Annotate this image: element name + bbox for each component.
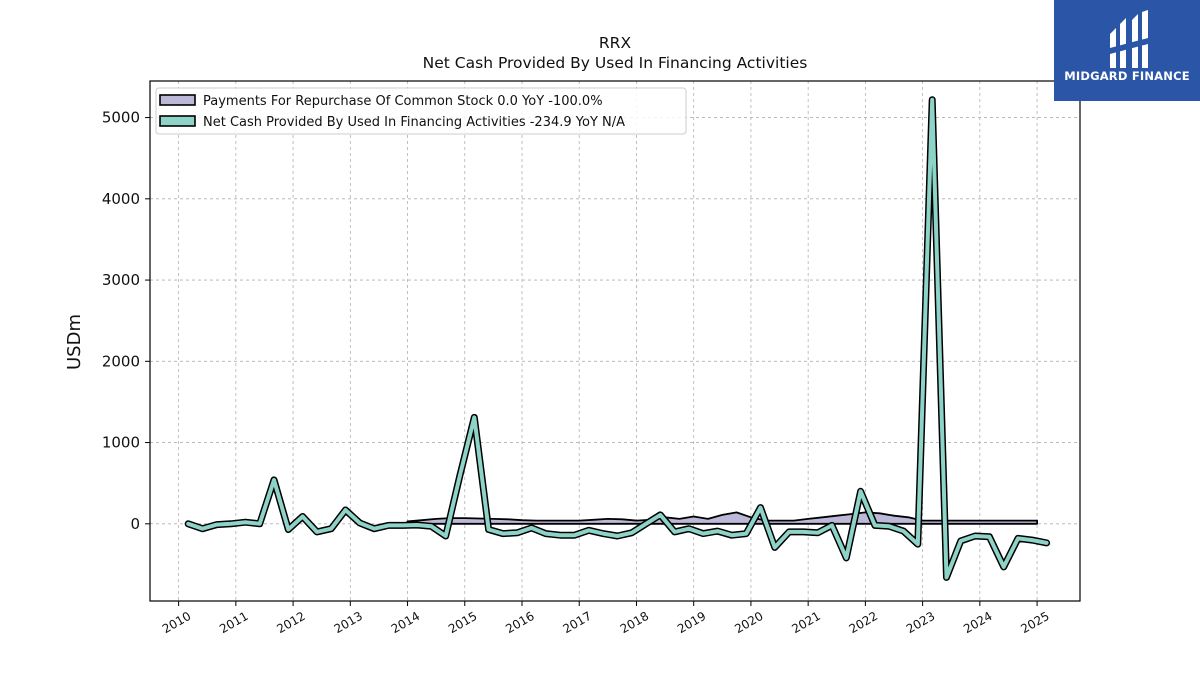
legend-swatch-financing [159, 115, 196, 127]
x-tick-label: 2011 [217, 609, 250, 636]
x-tick-label: 2015 [446, 609, 479, 636]
logo: MIDGARD FINANCE [1054, 0, 1200, 101]
x-tick-label: 2021 [789, 609, 822, 636]
legend-label-financing: Net Cash Provided By Used In Financing A… [203, 115, 625, 130]
x-tick-label: 2017 [561, 609, 594, 636]
x-tick-label: 2018 [618, 609, 651, 636]
chart-subtitle: Net Cash Provided By Used In Financing A… [423, 54, 808, 72]
x-tick-label: 2013 [332, 609, 365, 636]
y-tick-label: 5000 [102, 109, 140, 127]
plot-frame [149, 80, 1081, 602]
y-tick-label: 2000 [102, 352, 140, 370]
y-tick-label: 1000 [102, 434, 140, 452]
series-line-financing [186, 97, 1049, 580]
y-tick-label: 4000 [102, 190, 140, 208]
series-area-repurchase [406, 511, 1038, 525]
x-tick-label: 2023 [904, 609, 937, 636]
legend: Payments For Repurchase Of Common Stock … [155, 87, 687, 135]
y-tick-label: 0 [130, 515, 140, 533]
chart-title: RRX [599, 34, 632, 52]
legend-label-repurchase: Payments For Repurchase Of Common Stock … [203, 94, 603, 109]
x-tick-label: 2025 [1018, 609, 1051, 636]
x-tick-label: 2020 [732, 609, 765, 636]
legend-box [155, 87, 687, 135]
x-tick-label: 2016 [503, 609, 536, 636]
x-tick-label: 2014 [389, 609, 422, 636]
x-tick-label: 2024 [961, 609, 994, 636]
plot-series [184, 96, 1051, 581]
x-tick-label: 2010 [160, 609, 193, 636]
x-tick-label: 2019 [675, 609, 708, 636]
logo-text: MIDGARD FINANCE [1064, 69, 1190, 83]
y-tick-label: 3000 [102, 271, 140, 289]
y-axis-label: USDm [64, 314, 85, 370]
x-tick-label: 2012 [274, 609, 307, 636]
midgard-finance-logo-icon [1110, 10, 1148, 68]
legend-swatch-repurchase [159, 94, 196, 106]
axis-ticks: 2010 2011 2012 2013 2014 2015 2016 2017 2018 2019… [102, 109, 1052, 637]
x-tick-label: 2022 [847, 609, 880, 636]
